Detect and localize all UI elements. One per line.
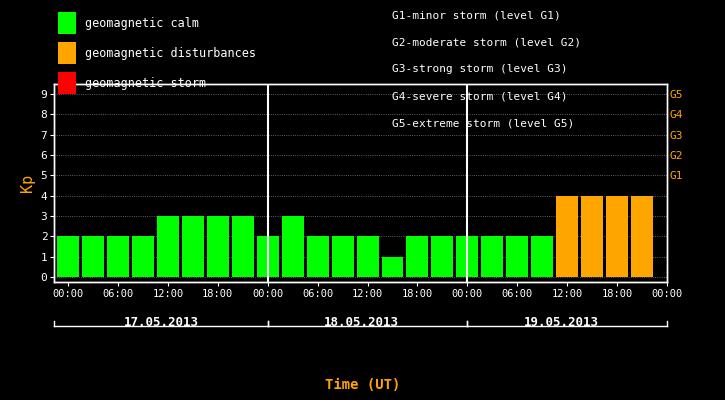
Bar <box>107 236 129 277</box>
Text: geomagnetic disturbances: geomagnetic disturbances <box>85 46 256 60</box>
Bar <box>307 236 328 277</box>
Bar <box>331 236 354 277</box>
Text: G2-moderate storm (level G2): G2-moderate storm (level G2) <box>392 37 581 47</box>
Text: G5-extreme storm (level G5): G5-extreme storm (level G5) <box>392 119 573 129</box>
Bar <box>157 216 179 277</box>
Text: G4-severe storm (level G4): G4-severe storm (level G4) <box>392 92 567 102</box>
Text: 18.05.2013: 18.05.2013 <box>324 316 399 329</box>
Text: geomagnetic storm: geomagnetic storm <box>85 76 206 90</box>
Bar <box>407 236 428 277</box>
Bar <box>232 216 254 277</box>
Text: G3-strong storm (level G3): G3-strong storm (level G3) <box>392 64 567 74</box>
Text: 17.05.2013: 17.05.2013 <box>124 316 199 329</box>
Bar <box>282 216 304 277</box>
Bar <box>132 236 154 277</box>
Bar <box>581 196 603 277</box>
Y-axis label: Kp: Kp <box>20 174 35 192</box>
Bar <box>82 236 104 277</box>
Bar <box>456 236 478 277</box>
Text: 19.05.2013: 19.05.2013 <box>523 316 598 329</box>
Bar <box>257 236 278 277</box>
Bar <box>431 236 453 277</box>
Text: Time (UT): Time (UT) <box>325 378 400 392</box>
Bar <box>606 196 628 277</box>
Text: geomagnetic calm: geomagnetic calm <box>85 16 199 30</box>
Bar <box>357 236 378 277</box>
Bar <box>556 196 578 277</box>
Bar <box>182 216 204 277</box>
Bar <box>481 236 503 277</box>
Text: G1-minor storm (level G1): G1-minor storm (level G1) <box>392 10 560 20</box>
Bar <box>531 236 553 277</box>
Bar <box>631 196 653 277</box>
Bar <box>381 257 404 277</box>
Bar <box>506 236 529 277</box>
Bar <box>207 216 229 277</box>
Bar <box>57 236 79 277</box>
